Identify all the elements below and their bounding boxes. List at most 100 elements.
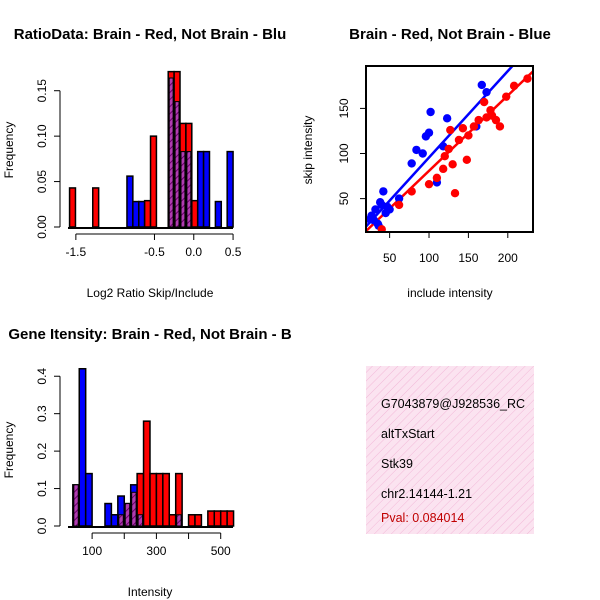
scatter-point-brain xyxy=(440,152,449,161)
scatter-point-brain xyxy=(444,144,453,154)
histogram-bar-brain xyxy=(68,187,77,228)
x-tick-label: 0.0 xyxy=(185,245,202,259)
scatter-point-not-brain xyxy=(412,145,421,155)
scatter-point-not-brain xyxy=(394,194,404,203)
histogram-bar-brain xyxy=(213,510,222,527)
x-tick-label: -1.5 xyxy=(66,245,87,259)
scatter-point-not-brain xyxy=(371,205,380,214)
y-tick-label: 0.00 xyxy=(35,215,49,239)
scatter-plot: Brain - Red, Not Brain - Blue 50 100 150 20… xyxy=(301,26,551,300)
y-tick-label: 50 xyxy=(337,192,351,206)
histogram-bar-overlap xyxy=(168,77,174,228)
scatter-point-not-brain xyxy=(379,187,388,196)
y-tick-label: 150 xyxy=(337,98,351,118)
scatter-point-brain xyxy=(454,135,464,145)
scatter-point-brain xyxy=(479,97,489,107)
y-tick-label: 0.05 xyxy=(35,170,49,194)
histogram-bar-brain xyxy=(155,472,164,527)
histogram-bar-brain xyxy=(187,514,196,527)
y-tick-label: 0.0 xyxy=(35,517,49,534)
x-tick-label: 200 xyxy=(498,251,518,265)
histogram-bar-not-brain xyxy=(226,150,234,228)
scatter-y-label: skip intensity xyxy=(301,116,315,185)
scatter-title: Brain - Red, Not Brain - Blue xyxy=(349,26,551,43)
histogram-bar-overlap xyxy=(124,503,131,527)
histogram-bar-brain xyxy=(149,472,158,527)
y-tick-label: 0.4 xyxy=(35,368,49,385)
scatter-point-brain xyxy=(462,155,472,165)
histogram-bar-brain xyxy=(92,187,100,228)
histogram-bar-overlap xyxy=(137,514,144,527)
scatter-point-brain xyxy=(424,179,434,189)
histogram-bar-not-brain xyxy=(214,200,223,228)
y-tick-label: 0.15 xyxy=(35,79,49,103)
histogram-bar-brain xyxy=(142,420,151,527)
histogram-bar-brain xyxy=(194,514,203,527)
y-tick-label: 0.3 xyxy=(35,405,49,422)
scatter-point-not-brain xyxy=(407,159,416,168)
histogram-bar-not-brain xyxy=(196,150,205,228)
histogram-bar-brain xyxy=(162,472,171,527)
info-pval: Pval: 0.084014 xyxy=(381,511,464,525)
histogram-bar-not-brain xyxy=(84,472,93,527)
x-tick-label: 150 xyxy=(458,251,478,265)
intensity-axes: 0.0 0.1 0.2 0.3 0.4 100 300 500 xyxy=(35,368,231,558)
histogram-bar-overlap xyxy=(176,514,182,527)
x-tick-label: 500 xyxy=(211,544,231,558)
histogram-bar-brain xyxy=(143,199,152,228)
info-gene: Stk39 xyxy=(381,457,413,471)
histogram-bar-overlap xyxy=(186,151,192,228)
scatter-point-brain xyxy=(495,122,505,131)
ratio-histogram-bars xyxy=(68,70,234,228)
histogram-bar-overlap xyxy=(131,491,137,527)
histogram-bar-overlap xyxy=(73,484,79,527)
intensity-histogram: Gene Itensity: Brain - Red, Not Brain - … xyxy=(2,326,292,599)
scatter-point-not-brain xyxy=(442,114,452,123)
histogram-bar-not-brain xyxy=(110,514,119,527)
y-tick-label: 0.10 xyxy=(35,124,49,148)
scatter-point-not-brain xyxy=(385,205,394,214)
y-tick-label: 100 xyxy=(337,143,351,163)
histogram-bar-brain xyxy=(149,135,158,228)
histogram-bar-overlap xyxy=(180,151,186,228)
scatter-point-not-brain xyxy=(482,87,491,97)
scatter-point-brain xyxy=(446,125,455,135)
info-panel-background xyxy=(366,366,534,534)
histogram-bar-brain xyxy=(168,514,177,527)
scatter-point-brain xyxy=(458,124,468,133)
ratio-axes: 0.00 0.05 0.10 0.15 -1.5 -0.5 0.0 0.5 xyxy=(35,79,242,259)
scatter-points xyxy=(366,74,532,232)
scatter-axes: 50 100 150 200 50 100 150 xyxy=(337,98,518,265)
y-tick-label: 0.2 xyxy=(35,442,49,459)
histogram-bar-not-brain xyxy=(202,150,211,228)
histogram-bar-brain xyxy=(219,510,228,527)
scatter-plot-box xyxy=(365,65,534,233)
x-tick-label: 50 xyxy=(383,251,397,265)
scatter-point-brain xyxy=(464,131,473,140)
x-tick-label: 0.5 xyxy=(225,245,242,259)
scatter-point-brain xyxy=(407,187,416,196)
scatter-point-brain xyxy=(469,122,479,131)
histogram-bar-brain xyxy=(207,510,216,527)
scatter-point-brain xyxy=(523,74,532,83)
scatter-point-not-brain xyxy=(424,128,434,137)
histogram-bar-not-brain xyxy=(104,502,113,527)
scatter-point-brain xyxy=(450,189,460,198)
scatter-point-brain xyxy=(377,225,386,232)
scatter-point-brain xyxy=(438,164,448,174)
scatter-point-brain xyxy=(491,115,501,125)
ratio-histogram-title: RatioData: Brain - Red, Not Brain - Blu xyxy=(14,26,287,43)
histogram-bar-overlap xyxy=(174,101,180,228)
scatter-point-brain xyxy=(502,92,511,101)
scatter-point-brain xyxy=(509,81,519,91)
x-tick-label: -0.5 xyxy=(144,245,165,259)
intensity-histogram-bars xyxy=(72,367,235,527)
intensity-x-label: Intensity xyxy=(128,585,173,599)
ratio-x-label: Log2 Ratio Skip/Include xyxy=(87,286,214,300)
scatter-fit-lines xyxy=(366,66,533,232)
scatter-point-brain xyxy=(432,173,442,183)
info-panel: G7043879@J928536_RC altTxStart Stk39 chr… xyxy=(366,366,534,534)
scatter-x-label: include intensity xyxy=(407,286,492,300)
histogram-bar-brain xyxy=(191,199,199,228)
